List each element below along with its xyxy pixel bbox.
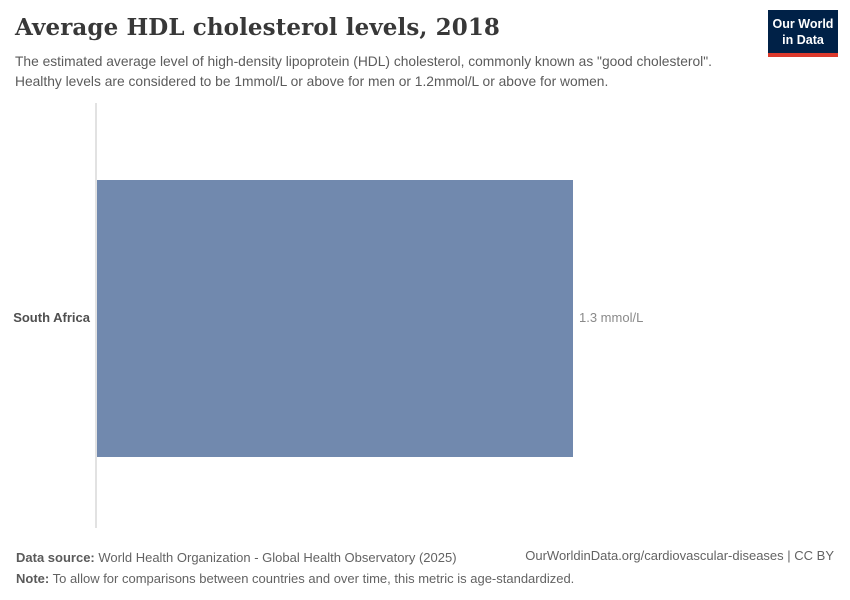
bar-category-label: South Africa xyxy=(13,310,90,325)
y-axis-line xyxy=(95,103,97,528)
page-title: Average HDL cholesterol levels, 2018 xyxy=(15,14,501,41)
bar-value-label: 1.3 mmol/L xyxy=(579,310,644,325)
data-source-label: Data source: xyxy=(16,550,95,565)
data-source-text: World Health Organization - Global Healt… xyxy=(98,550,457,565)
footer-link[interactable]: OurWorldinData.org/cardiovascular-diseas… xyxy=(525,548,834,563)
owid-logo[interactable]: Our World in Data xyxy=(768,10,838,57)
note-line: Note: To allow for comparisons between c… xyxy=(16,568,574,589)
owid-logo-line2: in Data xyxy=(782,33,824,47)
footer-source-note: Data source: World Health Organization -… xyxy=(16,547,574,589)
chart-subtitle: The estimated average level of high-dens… xyxy=(15,54,712,89)
owid-logo-line1: Our World xyxy=(772,17,834,31)
data-source-line: Data source: World Health Organization -… xyxy=(16,547,574,568)
note-text: To allow for comparisons between countri… xyxy=(52,571,575,586)
bar-south-africa[interactable] xyxy=(97,180,573,457)
note-label: Note: xyxy=(16,571,50,586)
